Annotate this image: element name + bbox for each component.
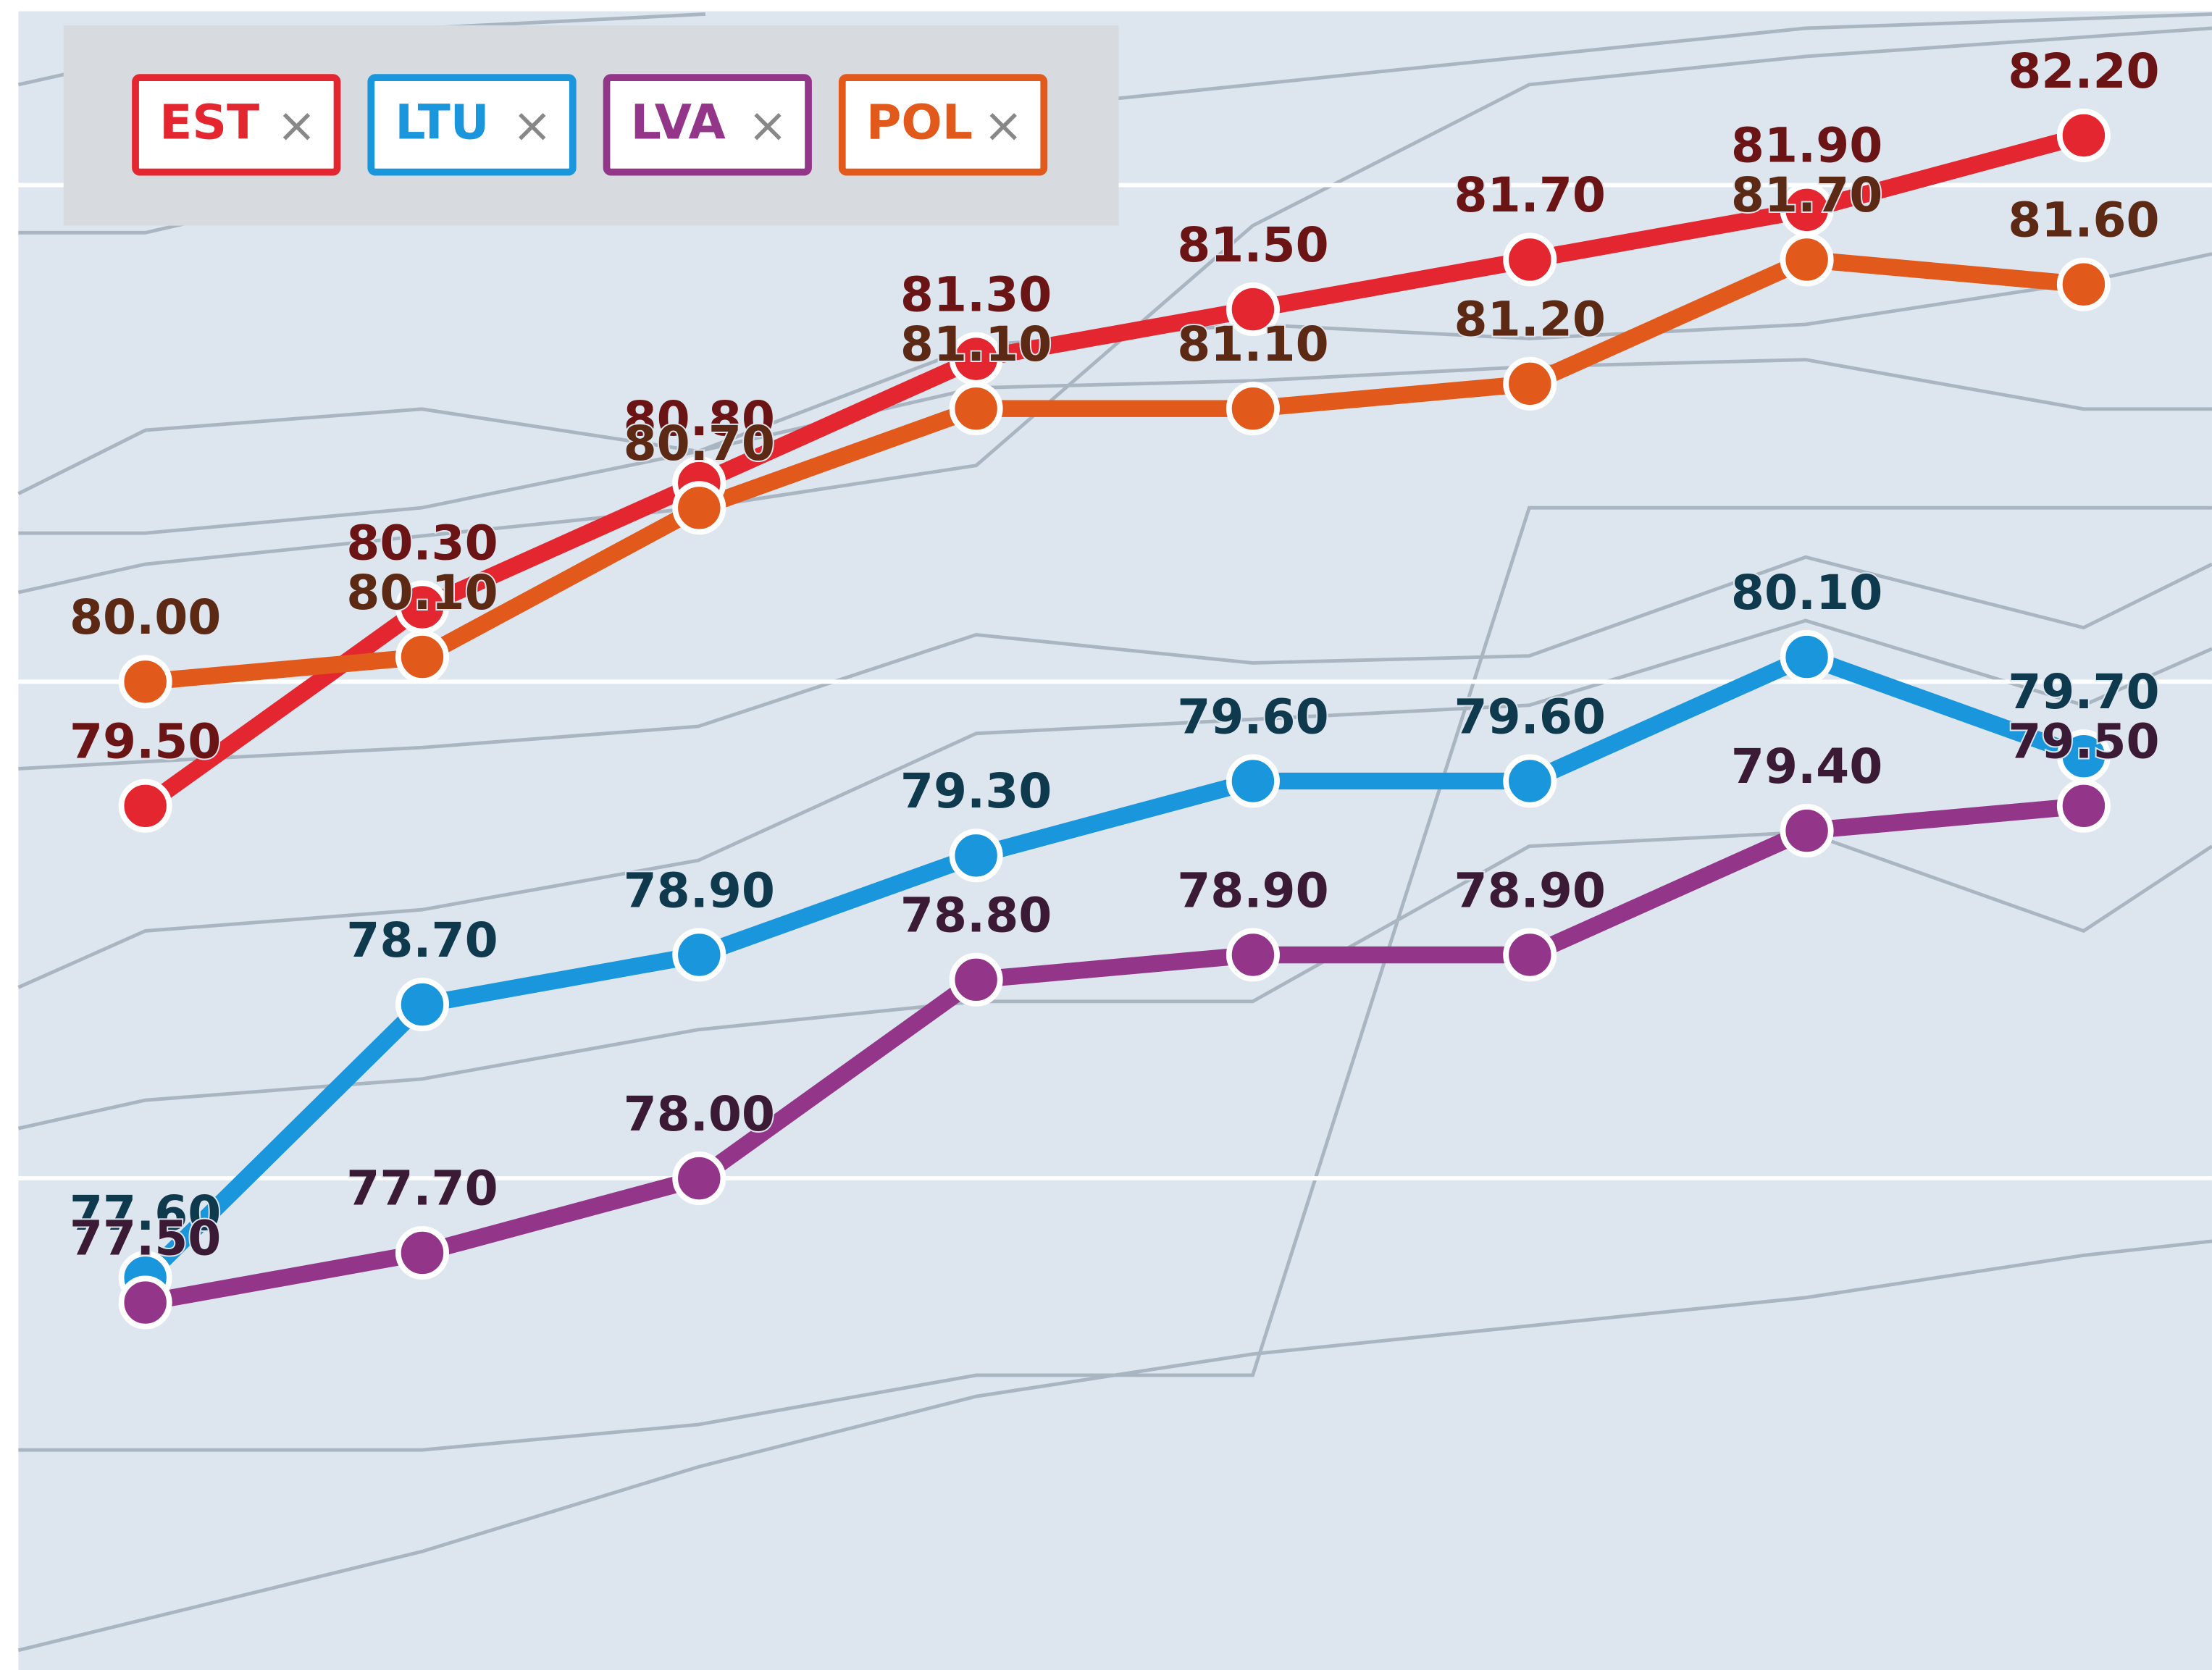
value-label: 77.60 bbox=[70, 1186, 221, 1241]
value-label: 79.50 bbox=[70, 714, 221, 770]
value-label: 79.50 bbox=[2008, 714, 2159, 770]
legend-items: EST × LTU × LVA × POL × bbox=[132, 74, 1048, 176]
point bbox=[1503, 232, 1557, 287]
point bbox=[1226, 928, 1280, 982]
value-label: 78.00 bbox=[624, 1086, 775, 1142]
point bbox=[2056, 109, 2111, 163]
background-line bbox=[17, 26, 2212, 595]
background-line bbox=[18, 358, 2212, 535]
legend-button[interactable] bbox=[132, 74, 341, 176]
value-label: 78.90 bbox=[1177, 863, 1328, 918]
point bbox=[672, 1151, 726, 1206]
point bbox=[2056, 779, 2111, 833]
value-label: 77.50 bbox=[70, 1210, 221, 1266]
value-label: 79.60 bbox=[1177, 689, 1328, 744]
point bbox=[1226, 282, 1280, 337]
lines bbox=[118, 109, 2111, 1330]
point bbox=[1780, 232, 1834, 287]
legend-close[interactable]: × bbox=[747, 97, 787, 153]
point bbox=[395, 978, 449, 1032]
legend-label: LVA bbox=[631, 94, 726, 150]
legend-close[interactable]: × bbox=[277, 97, 317, 153]
legend-close[interactable]: × bbox=[512, 97, 552, 153]
plot-area bbox=[18, 11, 2212, 1670]
legend-button[interactable] bbox=[367, 74, 577, 176]
legend-label: EST bbox=[159, 94, 259, 150]
series-line bbox=[143, 797, 2085, 1312]
point bbox=[395, 1225, 449, 1280]
value-label: 80.30 bbox=[346, 515, 498, 571]
value-label: 78.90 bbox=[1454, 863, 1606, 918]
value-label: 80.80 bbox=[624, 391, 775, 447]
value-label: 82.20 bbox=[2008, 43, 2159, 99]
background-line bbox=[17, 618, 2212, 989]
value-label: 79.70 bbox=[2008, 664, 2159, 720]
legend-button[interactable] bbox=[838, 74, 1048, 176]
point bbox=[1503, 928, 1557, 982]
point bbox=[949, 382, 1003, 436]
value-label: 81.20 bbox=[1454, 292, 1606, 348]
point bbox=[1503, 754, 1557, 808]
legend-button[interactable] bbox=[603, 74, 812, 176]
value-label: 80.00 bbox=[70, 589, 221, 645]
point bbox=[672, 481, 726, 535]
value-label: 78.80 bbox=[900, 888, 1052, 944]
point bbox=[672, 928, 726, 982]
value-label: 80.10 bbox=[1731, 565, 1882, 621]
point bbox=[118, 655, 172, 709]
value-label: 81.90 bbox=[1731, 118, 1882, 174]
value-label: 81.70 bbox=[1731, 167, 1882, 223]
series-line bbox=[144, 251, 2085, 690]
background-line bbox=[18, 505, 2212, 1452]
background-line bbox=[18, 555, 2212, 771]
value-label: 81.60 bbox=[2008, 193, 2159, 248]
value-label: 81.10 bbox=[1177, 316, 1328, 372]
legend-close[interactable]: × bbox=[984, 97, 1023, 153]
value-label: 78.90 bbox=[624, 863, 775, 918]
value-label: 81.70 bbox=[1454, 167, 1606, 223]
point bbox=[1780, 804, 1834, 858]
value-label: 78.70 bbox=[346, 912, 498, 968]
point bbox=[1503, 356, 1557, 411]
value-label: 80.70 bbox=[624, 416, 775, 471]
series-line bbox=[140, 127, 2086, 813]
value-label: 80.10 bbox=[346, 565, 498, 621]
value-labels: 79.5080.3080.8081.3081.5081.7081.9082.20… bbox=[68, 42, 2161, 1267]
point bbox=[1226, 754, 1280, 808]
background-line bbox=[17, 1239, 2212, 1653]
value-label: 77.70 bbox=[346, 1161, 498, 1217]
point bbox=[2056, 257, 2111, 311]
point bbox=[949, 952, 1003, 1007]
point bbox=[118, 1275, 172, 1330]
point bbox=[118, 779, 172, 833]
value-label: 79.40 bbox=[1731, 739, 1882, 794]
point bbox=[949, 828, 1003, 883]
point bbox=[1226, 382, 1280, 436]
legend-label: LTU bbox=[395, 94, 489, 150]
background-line bbox=[17, 830, 2212, 1130]
legend-label: POL bbox=[866, 94, 973, 150]
point bbox=[395, 630, 449, 684]
value-label: 79.30 bbox=[900, 763, 1052, 819]
value-label: 81.10 bbox=[900, 316, 1052, 372]
point bbox=[1780, 630, 1834, 684]
value-label: 79.60 bbox=[1454, 689, 1606, 744]
value-label: 81.50 bbox=[1177, 217, 1328, 273]
value-label: 81.30 bbox=[900, 267, 1052, 322]
series-line bbox=[139, 648, 2087, 1284]
